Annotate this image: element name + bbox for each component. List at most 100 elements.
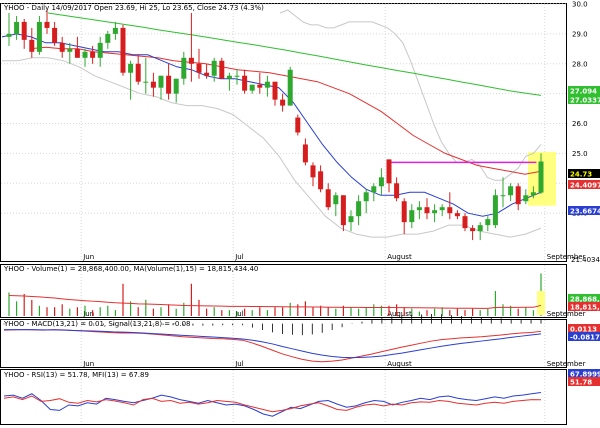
candle-body xyxy=(424,207,430,214)
price-panel-title: YHOO - Daily 14/09/2017 Open 23.69, Hi 2… xyxy=(3,4,264,12)
macd-histogram xyxy=(3,314,542,336)
rsi-value-label-box xyxy=(568,377,600,386)
candle-body xyxy=(158,75,164,88)
candle-body xyxy=(378,177,384,187)
candle-body xyxy=(188,57,194,64)
candle-body xyxy=(105,33,111,43)
month-label: August xyxy=(387,253,412,261)
candle-body xyxy=(181,57,187,79)
candle-body xyxy=(401,201,407,223)
rsi-panel-frame xyxy=(0,369,567,425)
price-value-label-text: 24.4097 xyxy=(570,182,600,190)
candle-body xyxy=(52,27,58,43)
month-label: September xyxy=(547,310,586,318)
candle-body xyxy=(82,51,88,58)
rsi-value-label-text: 51.78 xyxy=(570,379,592,387)
candle-body xyxy=(287,69,293,106)
candle-body xyxy=(325,189,331,208)
candle-body xyxy=(44,21,50,28)
gridlines xyxy=(1,3,566,424)
rsi-line xyxy=(3,395,542,413)
candle-body xyxy=(14,21,20,34)
rsi-value-label-box xyxy=(568,369,600,378)
candle-body xyxy=(6,33,12,37)
candle-body xyxy=(492,195,498,226)
candle-body xyxy=(112,27,118,34)
candle-body xyxy=(462,216,468,229)
candle-body xyxy=(447,207,453,214)
candle-body xyxy=(470,228,476,232)
candle-body xyxy=(242,75,248,91)
candle-body xyxy=(333,195,339,205)
candle-body xyxy=(310,165,316,178)
candle-body xyxy=(530,192,536,196)
volume-value-label-text: 28,868,40 xyxy=(570,296,600,304)
month-label: Jul xyxy=(234,360,244,368)
mfi-line xyxy=(3,391,542,417)
candle-body xyxy=(363,192,369,202)
candle-body xyxy=(394,183,400,199)
volume-ma-line xyxy=(8,294,542,309)
volume-value-label-text: 18,815,43 xyxy=(570,304,600,312)
sma-slow-line xyxy=(47,12,542,96)
candle-body xyxy=(409,210,415,223)
macd-value-label-box xyxy=(568,324,600,333)
candle-body xyxy=(371,186,377,193)
volume-bars xyxy=(8,273,542,316)
candle-body xyxy=(29,39,35,52)
month-label: Jun xyxy=(82,253,94,261)
month-label: Jul xyxy=(234,253,244,261)
candle-body xyxy=(234,75,240,77)
candle-body xyxy=(280,99,286,106)
candle-body xyxy=(432,210,438,214)
signal-line xyxy=(4,329,542,359)
candle-body xyxy=(264,81,270,88)
macd-line xyxy=(3,329,542,363)
candlesticks xyxy=(6,9,544,241)
price-tick-label: 25.0 xyxy=(572,150,588,158)
macd-panel-frame xyxy=(0,319,567,368)
month-label: September xyxy=(547,360,586,368)
volume-value-label-box xyxy=(568,294,600,303)
price-value-label-text: 27.0337 xyxy=(570,97,600,105)
candle-body xyxy=(97,42,103,58)
candle-body xyxy=(515,186,521,205)
candle-body xyxy=(21,21,27,40)
bollinger-upper xyxy=(279,9,542,181)
price-value-label-box xyxy=(568,206,600,215)
candle-body xyxy=(302,144,308,163)
volume-right-labels: 28,868,4018,815,43 xyxy=(568,294,600,312)
macd-value-label-text: -0.08171 xyxy=(570,334,600,342)
price-panel-frame xyxy=(0,3,567,262)
price-overlay-lines xyxy=(1,9,542,238)
candle-body xyxy=(90,51,96,58)
candle-body xyxy=(500,195,506,197)
candle-body xyxy=(204,72,210,76)
price-min-label: 21.4034 xyxy=(571,256,600,264)
candle-body xyxy=(36,21,42,52)
month-label: Jul xyxy=(234,310,244,318)
price-tick-label: 29.0 xyxy=(572,30,588,38)
candle-body xyxy=(120,27,126,73)
price-tick-label: 30.0 xyxy=(572,1,588,9)
rsi-value-label-text: 67.8999 xyxy=(570,371,600,379)
candle-body xyxy=(416,207,422,211)
candle-body xyxy=(272,81,278,100)
candle-body xyxy=(143,81,149,83)
candle-body xyxy=(74,48,80,58)
candle-body xyxy=(538,161,544,193)
price-tick-label: 28.0 xyxy=(572,60,588,68)
price-value-label-text: 24.73 xyxy=(570,171,592,179)
candle-body xyxy=(348,216,354,223)
candle-body xyxy=(485,219,491,226)
candle-body xyxy=(318,171,324,190)
macd-value-label-text: 0.0113 xyxy=(570,326,597,334)
price-tick-label: 26.0 xyxy=(572,120,588,128)
macd-panel-title: YHOO - MACD(13,21) = 0.01, Signal(13,21,… xyxy=(3,320,190,328)
candle-body xyxy=(226,75,232,79)
candle-body xyxy=(523,195,529,202)
candle-body xyxy=(508,186,514,196)
